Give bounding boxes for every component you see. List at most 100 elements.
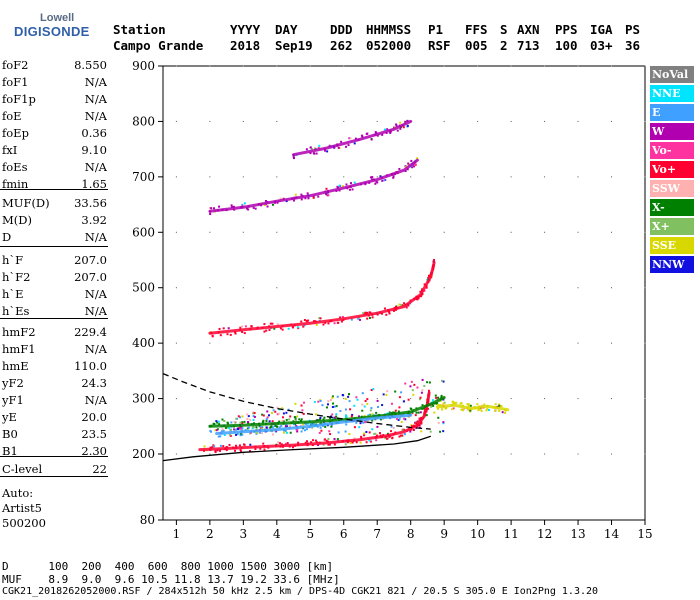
echo-point: [285, 424, 288, 427]
echo-point: [374, 182, 377, 185]
echo-point: [344, 408, 347, 411]
echo-point: [427, 389, 430, 392]
echo-point: [281, 407, 284, 410]
echo-point: [485, 409, 488, 412]
echo-point: [353, 142, 356, 145]
grid-dot: [242, 120, 244, 122]
echo-point: [366, 317, 369, 320]
grid-dot: [209, 287, 211, 289]
echo-point: [300, 320, 303, 323]
grid-dot: [577, 398, 579, 400]
echo-point: [452, 401, 455, 404]
echo-point: [239, 326, 242, 329]
echo-point: [252, 412, 255, 415]
y-tick-label: 500: [132, 281, 155, 295]
grid-dot: [611, 342, 613, 344]
echo-point: [395, 124, 398, 127]
echo-point: [224, 426, 227, 429]
grid-dot: [577, 287, 579, 289]
echo-point: [442, 380, 445, 383]
grid-dot: [510, 176, 512, 178]
echo-point: [344, 430, 347, 433]
echo-point: [319, 418, 322, 421]
echo-point: [398, 303, 401, 306]
grid-dot: [309, 287, 311, 289]
echo-point: [266, 205, 269, 208]
echo-point: [239, 416, 242, 419]
grid-dot: [376, 398, 378, 400]
echo-point: [241, 422, 244, 425]
echo-point: [403, 400, 406, 403]
grid-dot: [276, 287, 278, 289]
echo-point: [390, 430, 393, 433]
x-tick-label: 8: [407, 527, 415, 541]
echo-point: [363, 434, 366, 437]
echo-point: [432, 404, 435, 407]
echo-point: [329, 398, 332, 401]
echo-point: [420, 430, 423, 433]
echo-point: [337, 431, 340, 434]
echo-point: [442, 402, 445, 405]
param-name: h`F2: [2, 270, 31, 284]
echo-point: [315, 413, 318, 416]
echo-point: [214, 449, 217, 452]
grid-dot: [577, 231, 579, 233]
param-name: fxI: [2, 143, 18, 157]
echo-point: [213, 445, 216, 448]
grid-dot: [410, 231, 412, 233]
echo-point: [218, 327, 221, 330]
echo-point: [441, 379, 444, 382]
echo-point: [268, 328, 271, 331]
header-label-s: S: [500, 22, 508, 37]
echo-point: [252, 415, 255, 418]
echo-point: [405, 306, 408, 309]
header-ddd: 262: [330, 38, 353, 53]
param-row: foEp 0.36: [2, 126, 107, 143]
footer-distance-row: D 100 200 400 600 800 1000 1500 3000 [km…: [2, 560, 334, 573]
y-tick-label: 400: [132, 336, 155, 350]
echo-point: [348, 400, 351, 403]
grid-dot: [209, 453, 211, 455]
echo-point: [410, 407, 413, 410]
echo-point: [305, 148, 308, 151]
echo-point: [333, 443, 336, 446]
grid-dot: [242, 342, 244, 344]
echo-point: [382, 393, 385, 396]
echo-point: [219, 334, 222, 337]
echo-point: [401, 304, 404, 307]
echo-trace: [198, 391, 431, 452]
echo-point: [277, 441, 280, 444]
grid-dot: [175, 342, 177, 344]
echo-point: [263, 204, 266, 207]
echo-point: [296, 430, 299, 433]
echo-point: [370, 138, 373, 141]
grid-dot: [343, 342, 345, 344]
echo-point: [338, 189, 341, 192]
echo-point: [353, 437, 356, 440]
echo-point: [271, 322, 274, 325]
grid-dot: [410, 398, 412, 400]
echo-point: [355, 396, 358, 399]
echo-point: [363, 432, 366, 435]
echo-point: [331, 413, 334, 416]
echo-point: [260, 427, 263, 430]
echo-point: [322, 443, 325, 446]
echo-point: [362, 421, 365, 424]
echo-point: [234, 449, 237, 452]
echo-point: [426, 278, 429, 281]
echo-point: [392, 426, 395, 429]
echo-point: [463, 408, 466, 411]
echo-point: [345, 423, 348, 426]
plot-frame: [162, 65, 646, 521]
echo-point: [365, 132, 368, 135]
grid-dot: [510, 65, 512, 67]
echo-point: [427, 275, 430, 278]
echo-point: [398, 417, 401, 420]
echo-point: [234, 331, 237, 334]
echo-point: [413, 421, 416, 424]
echo-point: [366, 402, 369, 405]
param-name: hmE: [2, 359, 29, 373]
echo-point: [359, 318, 362, 321]
echo-point: [241, 203, 244, 206]
echo-point: [235, 417, 238, 420]
